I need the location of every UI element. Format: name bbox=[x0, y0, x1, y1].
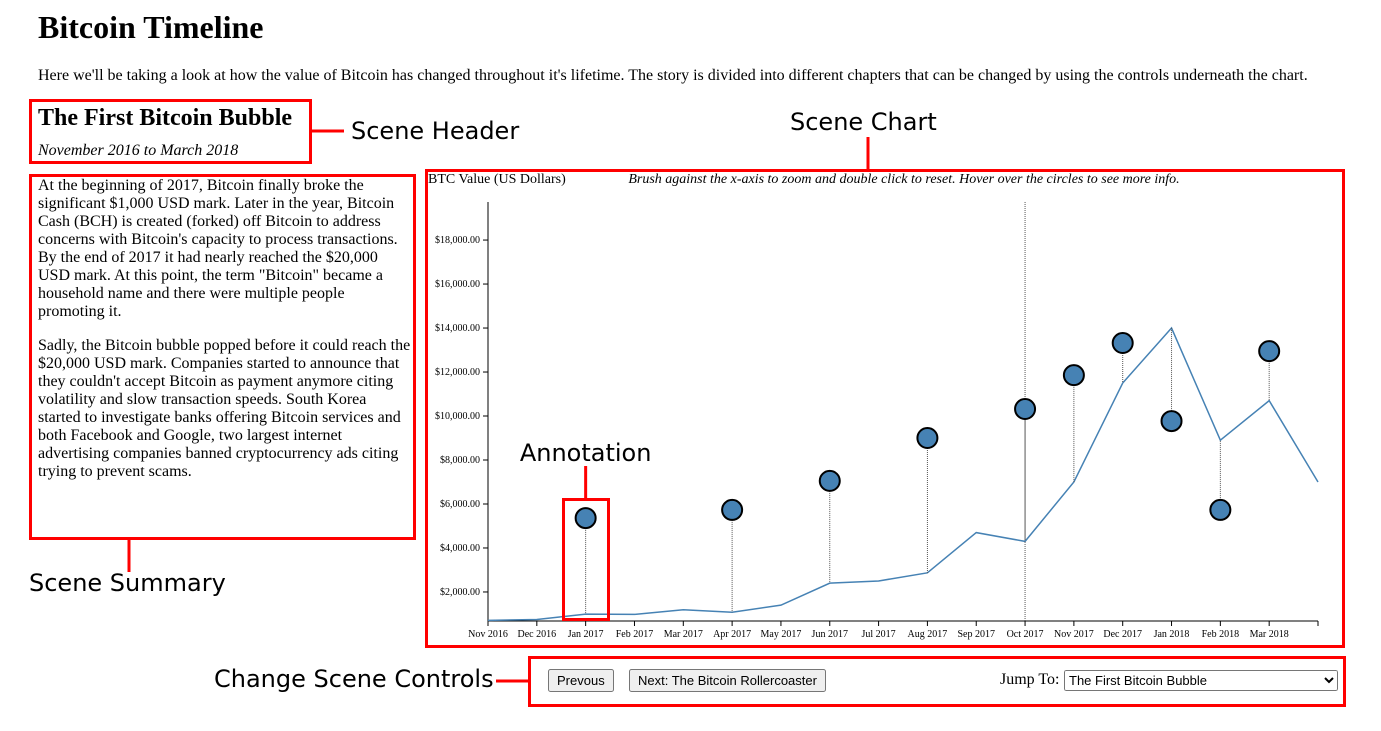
callout-label: Scene Chart bbox=[790, 108, 937, 136]
x-tick-label: Dec 2016 bbox=[518, 629, 557, 640]
scene-summary: At the beginning of 2017, Bitcoin finall… bbox=[38, 177, 412, 497]
chart-instruction: Brush against the x-axis to zoom and dou… bbox=[628, 172, 1179, 187]
callout-label: Scene Summary bbox=[29, 569, 226, 597]
x-tick-label: Oct 2017 bbox=[1007, 629, 1044, 640]
y-tick-label: $2,000.00 bbox=[440, 587, 480, 598]
annotation-circle[interactable] bbox=[1160, 410, 1183, 433]
x-tick-label: Feb 2017 bbox=[616, 629, 654, 640]
page-title: Bitcoin Timeline bbox=[38, 9, 264, 45]
annotation-circle[interactable] bbox=[1258, 340, 1281, 363]
callout-label: Change Scene Controls bbox=[214, 665, 494, 693]
callout-box bbox=[29, 174, 416, 540]
y-tick-label: $10,000.00 bbox=[435, 411, 480, 422]
callout-box bbox=[29, 99, 312, 164]
scene-subtitle: November 2016 to March 2018 bbox=[38, 142, 239, 159]
y-tick-label: $14,000.00 bbox=[435, 323, 480, 334]
annotation-circle[interactable] bbox=[574, 507, 597, 530]
jump-select[interactable]: The First Bitcoin Bubble bbox=[1064, 670, 1338, 691]
x-tick-label: Apr 2017 bbox=[713, 629, 751, 640]
y-tick-label: $16,000.00 bbox=[435, 279, 480, 290]
price-line bbox=[487, 326, 1319, 622]
x-tick-label: Jan 2017 bbox=[568, 629, 604, 640]
annotation-circle[interactable] bbox=[916, 427, 939, 450]
callout-label: Scene Header bbox=[351, 117, 520, 145]
y-tick-label: $8,000.00 bbox=[440, 455, 480, 466]
y-tick-label: $12,000.00 bbox=[435, 367, 480, 378]
summary-paragraph: Sadly, the Bitcoin bubble popped before … bbox=[38, 337, 411, 480]
previous-button[interactable]: Prevous bbox=[548, 669, 614, 692]
next-button[interactable]: Next: The Bitcoin Rollercoaster bbox=[629, 669, 826, 692]
x-tick-label: May 2017 bbox=[761, 629, 802, 640]
annotation-circle[interactable] bbox=[1062, 364, 1085, 387]
callout-box bbox=[528, 656, 1346, 707]
chart: BTC Value (US Dollars) Brush against the… bbox=[428, 172, 1319, 640]
jump-label: Jump To: bbox=[1000, 671, 1060, 688]
x-tick-label: Dec 2017 bbox=[1103, 629, 1142, 640]
annotation-circle[interactable] bbox=[721, 498, 744, 521]
annotation-circle[interactable] bbox=[1209, 498, 1232, 521]
y-axis-label: BTC Value (US Dollars) bbox=[428, 172, 566, 187]
callout-box bbox=[561, 498, 610, 621]
x-tick-label: Nov 2016 bbox=[468, 629, 508, 640]
callout-label: Annotation bbox=[519, 439, 652, 467]
callout-box bbox=[425, 169, 1345, 648]
x-tick-label: Jul 2017 bbox=[862, 629, 896, 640]
y-tick-label: $6,000.00 bbox=[440, 499, 480, 510]
summary-paragraph: At the beginning of 2017, Bitcoin finall… bbox=[38, 177, 398, 320]
y-tick-label: $18,000.00 bbox=[435, 235, 480, 246]
scene-title: The First Bitcoin Bubble bbox=[38, 105, 293, 131]
x-tick-label: Mar 2018 bbox=[1250, 629, 1289, 640]
x-tick-label: Aug 2017 bbox=[908, 629, 948, 640]
intro: Here we'll be taking a look at how the v… bbox=[38, 67, 1308, 84]
x-tick-label: Jan 2018 bbox=[1154, 629, 1190, 640]
x-tick-label: Feb 2018 bbox=[1202, 629, 1240, 640]
x-tick-label: Mar 2017 bbox=[664, 629, 703, 640]
annotation-circle[interactable] bbox=[1014, 397, 1037, 420]
y-tick-label: $4,000.00 bbox=[440, 543, 480, 554]
x-tick-label: Sep 2017 bbox=[957, 629, 995, 640]
annotation-circle[interactable] bbox=[1111, 331, 1134, 354]
annotation-circle[interactable] bbox=[818, 469, 841, 492]
x-tick-label: Jun 2017 bbox=[812, 629, 848, 640]
x-tick-label: Nov 2017 bbox=[1054, 629, 1094, 640]
